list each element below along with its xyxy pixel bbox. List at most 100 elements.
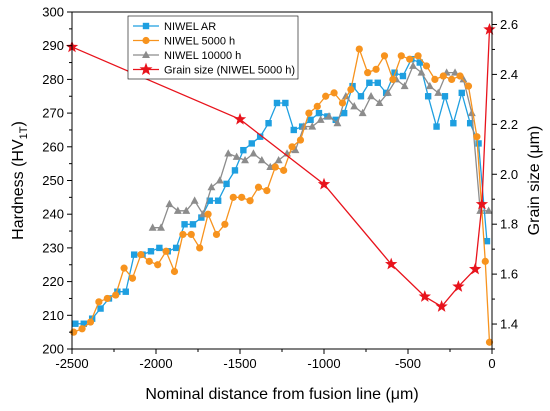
data-point [316, 115, 325, 123]
x-tick-label: 0 [488, 356, 495, 371]
y-axis-title-main: Hardness (HV [10, 139, 27, 240]
data-point [418, 290, 431, 302]
series-niwel-5000-h [70, 45, 494, 346]
data-point [214, 197, 222, 204]
x-tick-label: -500 [395, 356, 421, 371]
data-point [157, 223, 165, 231]
legend-item: NIWEL 10000 h [133, 50, 241, 62]
data-point [130, 251, 138, 258]
legend-marker [142, 22, 150, 30]
data-point [162, 247, 170, 255]
data-point [238, 193, 246, 201]
y-tick-label: 260 [42, 139, 64, 154]
data-point [189, 221, 197, 228]
x-axis-title: Nominal distance from fusion line (μm) [145, 386, 418, 403]
data-point [456, 72, 464, 80]
data-point [72, 320, 79, 327]
data-point [355, 45, 363, 53]
data-point [349, 82, 356, 90]
data-point [78, 325, 86, 333]
legend-marker [139, 62, 153, 76]
data-point [330, 89, 338, 97]
data-point [375, 98, 384, 106]
data-point [206, 197, 213, 204]
y2-tick-label: 1.6 [500, 267, 518, 282]
y-tick-label: 290 [42, 38, 64, 53]
data-point [299, 122, 308, 130]
y2-axis-title: Grain size (μm) [526, 126, 543, 236]
data-point [248, 140, 255, 147]
data-point [424, 93, 432, 100]
data-point [221, 220, 229, 228]
data-point [97, 305, 104, 312]
data-point [451, 68, 459, 76]
data-point [291, 145, 300, 154]
data-point [307, 116, 314, 124]
data-point [340, 109, 348, 117]
data-point [464, 82, 473, 90]
data-point [435, 300, 448, 312]
data-point [112, 291, 120, 299]
legend-label: NIWEL 10000 h [164, 50, 241, 62]
data-point [128, 274, 137, 282]
data-point [347, 85, 355, 94]
data-point [414, 52, 422, 60]
data-point [122, 288, 129, 295]
data-point [450, 120, 457, 127]
y2-tick-label: 2.2 [500, 117, 518, 132]
data-point [280, 166, 288, 174]
data-point [439, 72, 447, 80]
data-point [391, 69, 398, 76]
data-point [254, 183, 263, 191]
legend-item: NIWEL 5000 h [133, 36, 235, 48]
legend-label: Grain size (NIWEL 5000 h) [164, 65, 295, 77]
data-point [333, 118, 342, 127]
data-point [86, 318, 95, 326]
data-point [271, 163, 279, 171]
data-point [459, 75, 468, 83]
data-point [322, 92, 330, 100]
data-point [434, 88, 443, 96]
y2-tick-label: 1.4 [500, 317, 518, 332]
data-point [475, 197, 489, 210]
data-point [481, 257, 489, 265]
data-point [425, 81, 434, 90]
data-point [431, 75, 439, 83]
data-point [313, 102, 321, 110]
y-tick-label: 270 [42, 106, 64, 121]
data-point [341, 91, 350, 100]
data-point [249, 149, 258, 157]
legend-label: NIWEL AR [164, 21, 216, 33]
data-point [288, 143, 296, 151]
data-point [416, 59, 423, 66]
data-point [145, 257, 153, 265]
data-point [296, 136, 305, 144]
data-point [358, 108, 367, 117]
data-point [372, 65, 380, 73]
y-axis-title-subscript: 1T [18, 126, 30, 139]
data-point [357, 93, 365, 100]
data-point [204, 210, 212, 218]
data-point [325, 112, 333, 120]
data-point [207, 182, 216, 191]
axes: -2500 -2000 -1500 -1000 -500 0 200 210 220 230 240… [42, 5, 518, 372]
y-tick-label: 230 [42, 240, 64, 255]
data-point [397, 52, 405, 60]
data-point [265, 120, 272, 127]
data-point [170, 267, 179, 276]
data-point [400, 81, 409, 90]
data-point [441, 93, 449, 100]
data-point [196, 244, 204, 252]
data-point [212, 230, 221, 239]
data-point [452, 280, 465, 292]
data-point [198, 214, 205, 221]
data-point [187, 230, 195, 239]
data-point [484, 206, 493, 214]
data-point [364, 69, 372, 77]
data-point [223, 180, 230, 188]
data-point [229, 193, 237, 201]
y2-tick-label: 2.6 [500, 17, 518, 32]
data-point [233, 112, 247, 125]
data-point [338, 99, 347, 107]
